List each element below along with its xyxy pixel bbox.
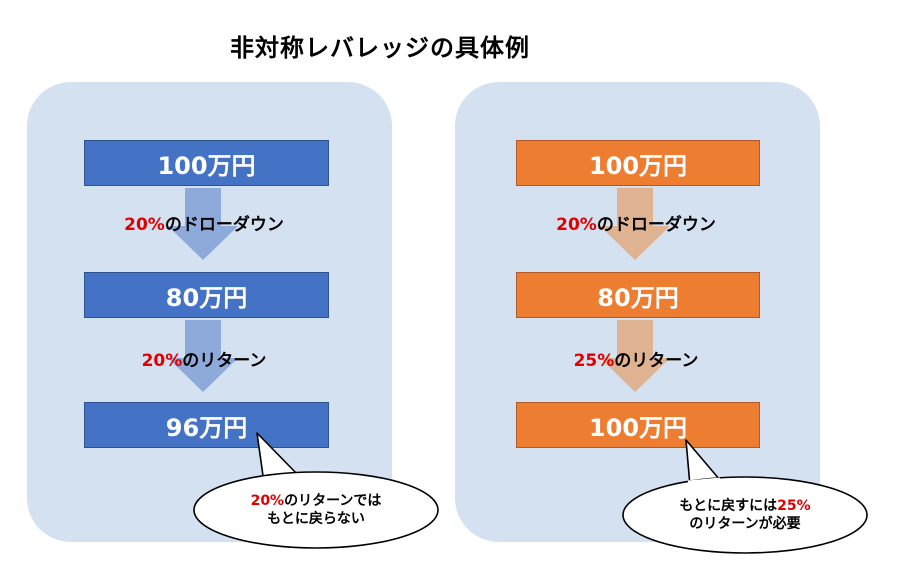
left-down-arrow-2-icon xyxy=(168,320,238,392)
page-title: 非対称レバレッジの具体例 xyxy=(230,34,530,62)
left-amount-mid-label: 80万円 xyxy=(165,283,248,312)
left-drawdown-text: のドローダウン xyxy=(164,215,284,235)
left-callout-text: 20%のリターンでは もとに戻らない xyxy=(216,492,416,528)
left-amount-box-end: 96万円 xyxy=(84,402,329,448)
right-drawdown-label: 20%のドローダウン xyxy=(536,210,736,235)
left-callout-line-1: 20%のリターンでは xyxy=(216,492,416,510)
left-amount-box-mid: 80万円 xyxy=(84,272,329,318)
right-return-pct: 25% xyxy=(573,351,615,371)
right-callout-pct: 25% xyxy=(777,498,811,514)
left-return-pct: 20% xyxy=(141,351,183,371)
right-return-label: 25%のリターン xyxy=(536,346,736,371)
right-drawdown-text: のドローダウン xyxy=(596,215,716,235)
left-callout-line-2: もとに戻らない xyxy=(267,511,365,527)
right-drawdown-pct: 20% xyxy=(556,215,597,235)
right-amount-box-mid: 80万円 xyxy=(516,272,760,318)
left-amount-box-start: 100万円 xyxy=(84,140,329,186)
right-callout-bubble-shape xyxy=(622,439,868,554)
right-return-text: のリターン xyxy=(614,351,699,371)
left-down-arrow-1-icon xyxy=(168,188,238,260)
right-down-arrow-2-icon xyxy=(600,320,670,392)
right-amount-box-end: 100万円 xyxy=(516,402,760,448)
right-amount-mid-label: 80万円 xyxy=(597,283,679,312)
right-down-arrow-1-icon xyxy=(600,188,670,260)
right-amount-start-label: 100万円 xyxy=(588,151,688,180)
left-return-text: のリターン xyxy=(182,351,267,371)
left-callout-bubble-shape xyxy=(193,432,439,549)
left-amount-start-label: 100万円 xyxy=(157,151,256,180)
right-amount-box-start: 100万円 xyxy=(516,140,760,186)
right-callout-text: もとに戻すには25% のリターンが必要 xyxy=(645,497,845,533)
left-drawdown-label: 20%のドローダウン xyxy=(104,210,304,235)
left-amount-end-label: 96万円 xyxy=(165,413,248,442)
right-amount-end-label: 100万円 xyxy=(588,413,688,442)
right-callout-line-1: もとに戻すには25% xyxy=(645,497,845,515)
left-return-label: 20%のリターン xyxy=(104,346,304,371)
left-drawdown-pct: 20% xyxy=(124,215,165,235)
right-callout-line-1-text: もとに戻すには xyxy=(679,498,778,514)
left-callout-pct: 20% xyxy=(250,493,285,509)
right-callout-line-2: のリターンが必要 xyxy=(689,516,801,532)
left-callout-line-1-text: のリターンでは xyxy=(284,493,382,509)
